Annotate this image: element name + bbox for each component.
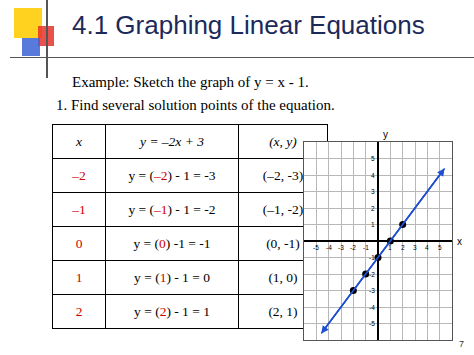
html-text:y = –2x + 3: y = –2x + 3 bbox=[140, 133, 204, 149]
html-text:y = (–1) - 1 = -2: y = (–1) - 1 = -2 bbox=[128, 201, 216, 217]
svg-text:3: 3 bbox=[371, 188, 375, 195]
svg-text:-1: -1 bbox=[369, 254, 375, 261]
html-text:y = (1) - 1 = 0: y = (1) - 1 = 0 bbox=[134, 269, 210, 285]
svg-text:-3: -3 bbox=[369, 287, 375, 294]
html-text:–1: –1 bbox=[72, 201, 86, 217]
html-text:4.1 Graphing Linear Equations: 4.1 Graphing Linear Equations bbox=[72, 10, 425, 40]
svg-text:-4: -4 bbox=[369, 304, 375, 311]
html-text:(–1, -2): (–1, -2) bbox=[262, 201, 304, 217]
svg-text:x: x bbox=[457, 236, 462, 247]
svg-text:4: 4 bbox=[371, 172, 375, 179]
svg-text:-5: -5 bbox=[369, 320, 375, 327]
svg-text:3: 3 bbox=[413, 244, 417, 251]
html-text:7: 7 bbox=[459, 339, 464, 349]
html-text:y = (2) - 1 = 1: y = (2) - 1 = 1 bbox=[134, 303, 210, 319]
svg-text:5: 5 bbox=[438, 244, 442, 251]
svg-text:-4: -4 bbox=[326, 244, 332, 251]
html-text:0: 0 bbox=[75, 235, 83, 251]
html-text:(0, -1): (0, -1) bbox=[266, 235, 300, 251]
svg-text:-2: -2 bbox=[369, 271, 375, 278]
svg-text:-2: -2 bbox=[350, 244, 356, 251]
svg-text:-1: -1 bbox=[363, 244, 369, 251]
svg-text:4: 4 bbox=[425, 244, 429, 251]
svg-text:2: 2 bbox=[401, 244, 405, 251]
html-text:(1, 0): (1, 0) bbox=[268, 269, 298, 285]
html-text:1: 1 bbox=[75, 269, 83, 285]
html-text:1. Find several solution point: 1. Find several solution points of the e… bbox=[56, 97, 335, 113]
svg-text:-3: -3 bbox=[338, 244, 344, 251]
html-text:(–2, -3): (–2, -3) bbox=[262, 167, 304, 183]
html-text:y = (0) -1 = -1: y = (0) -1 = -1 bbox=[133, 235, 211, 251]
html-text:2: 2 bbox=[75, 303, 83, 319]
svg-text:1: 1 bbox=[371, 221, 375, 228]
html-text:Example: Sketch the graph of y: Example: Sketch the graph of y = x - 1. bbox=[72, 74, 309, 90]
html-text:(2, 1): (2, 1) bbox=[268, 303, 298, 319]
svg-text:2: 2 bbox=[371, 205, 375, 212]
svg-text:5: 5 bbox=[371, 155, 375, 162]
html-text:(x, y): (x, y) bbox=[269, 133, 297, 149]
html-text:x: x bbox=[76, 133, 82, 149]
svg-text:-5: -5 bbox=[313, 244, 319, 251]
html-text:–2: –2 bbox=[72, 167, 86, 183]
html-text:y = (–2) - 1 = -3: y = (–2) - 1 = -3 bbox=[128, 167, 216, 183]
svg-text:y: y bbox=[383, 129, 388, 140]
svg-text:1: 1 bbox=[388, 244, 392, 251]
